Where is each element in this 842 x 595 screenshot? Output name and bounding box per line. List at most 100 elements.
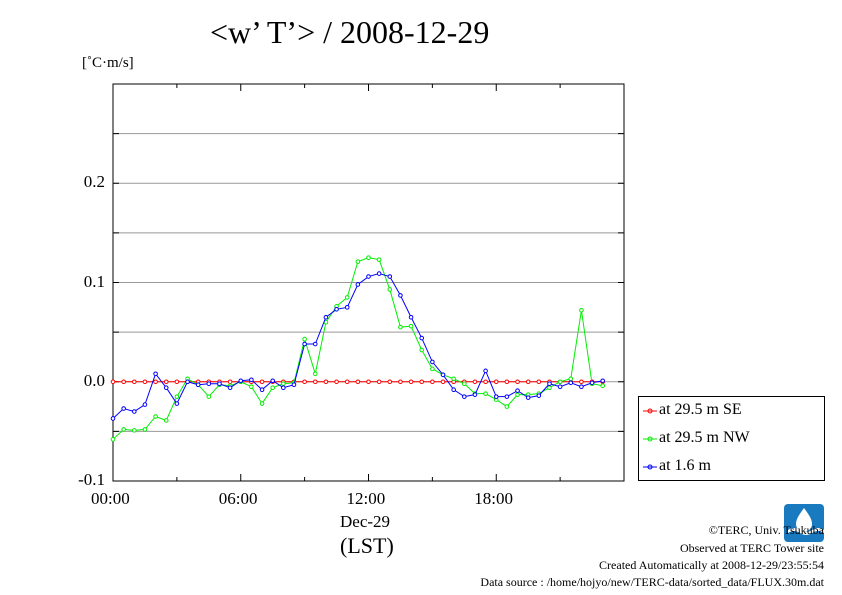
data-point: [291, 382, 297, 388]
data-point: [589, 380, 595, 386]
data-point: [249, 377, 254, 383]
data-point: [408, 379, 414, 385]
x-tick-label: 18:00: [474, 489, 513, 508]
data-point: [302, 341, 307, 347]
data-point: [483, 379, 488, 385]
data-point: [227, 385, 233, 391]
data-point: [142, 402, 148, 407]
data-point: [366, 274, 371, 279]
data-point: [281, 381, 286, 387]
data-point: [387, 287, 393, 292]
data-point: [323, 314, 329, 320]
data-point: [557, 379, 563, 385]
data-point: [259, 379, 265, 385]
data-point: [515, 392, 520, 397]
data-point: [504, 394, 510, 399]
legend-marker-1-6m: [643, 464, 657, 470]
data-point: [398, 324, 403, 330]
data-point: [334, 379, 339, 385]
data-point: [419, 335, 425, 341]
x-tick-label: 00:00: [91, 489, 130, 508]
series-layer: [110, 255, 606, 442]
data-point: [462, 381, 467, 387]
data-point: [153, 379, 158, 385]
data-point: [419, 347, 425, 353]
legend-item-1-6m: at 1.6 m: [639, 455, 824, 479]
data-point: [376, 271, 382, 276]
data-point: [451, 387, 456, 392]
legend-item-se: at 29.5 m SE: [639, 399, 824, 423]
data-point: [430, 379, 435, 385]
y-tick-label: 0.1: [83, 271, 105, 291]
data-point: [493, 379, 499, 385]
data-point: [174, 379, 180, 385]
data-point: [600, 383, 606, 389]
data-point: [557, 384, 563, 390]
data-point: [408, 323, 414, 329]
data-point: [515, 379, 520, 385]
data-point: [376, 257, 382, 262]
data-point: [536, 379, 542, 385]
data-point: [153, 414, 158, 419]
data-point: [515, 388, 520, 393]
data-point: [238, 378, 244, 384]
data-point: [312, 341, 318, 347]
data-point: [174, 401, 180, 406]
y-tick-label: -0.1: [78, 470, 105, 489]
data-point: [206, 394, 212, 399]
data-point: [185, 379, 190, 385]
series-2: [110, 271, 606, 421]
data-point: [110, 379, 116, 385]
x-tick-label: 06:00: [218, 489, 258, 508]
data-point: [131, 428, 137, 433]
data-point: [323, 379, 329, 385]
data-point: [131, 379, 137, 385]
data-point: [270, 378, 275, 384]
legend-marker-se: [643, 408, 657, 414]
data-point: [142, 427, 148, 432]
legend-label-se: at 29.5 m SE: [659, 401, 742, 418]
data-point: [483, 368, 488, 374]
credit-copyright: ©TERC, Univ. Tsukuba: [708, 523, 824, 537]
axis-ticks: [112, 83, 625, 482]
data-point: [281, 385, 286, 391]
data-point: [430, 366, 435, 372]
data-point: [440, 372, 446, 378]
data-point: [206, 381, 212, 387]
data-point: [121, 427, 126, 432]
gridlines: [113, 133, 624, 432]
credit-source: Data source : /home/hojyo/new/TERC-data/…: [480, 575, 824, 589]
data-point: [121, 406, 126, 411]
data-point: [195, 382, 201, 388]
data-point: [163, 418, 169, 423]
x-axis-label: (LST): [340, 533, 394, 558]
data-point: [312, 371, 318, 377]
data-point: [472, 392, 478, 397]
data-point: [462, 394, 467, 399]
data-point: [163, 385, 169, 391]
data-point: [568, 380, 574, 386]
data-point: [227, 379, 233, 385]
data-point: [504, 404, 510, 409]
data-point: [547, 385, 552, 391]
data-point: [163, 379, 169, 385]
data-point: [355, 282, 361, 287]
data-point: [547, 381, 552, 387]
credit-created: Created Automatically at 2008-12-29/23:5…: [599, 558, 824, 572]
credit-observed: Observed at TERC Tower site: [679, 541, 824, 555]
data-point: [110, 416, 116, 421]
data-point: [302, 379, 307, 385]
y-tick-label: 0.2: [83, 172, 105, 192]
data-point: [249, 384, 254, 390]
data-point: [302, 336, 307, 342]
data-point: [174, 394, 180, 399]
data-point: [451, 376, 456, 382]
data-point: [344, 295, 350, 300]
data-point: [579, 384, 584, 390]
y-axis-unit-label: [˚C·m/s]: [82, 55, 134, 71]
legend-label-nw: at 29.5 m NW: [659, 429, 750, 446]
data-point: [579, 307, 584, 313]
data-point: [153, 371, 158, 377]
y-tick-label: 0.0: [83, 370, 105, 390]
